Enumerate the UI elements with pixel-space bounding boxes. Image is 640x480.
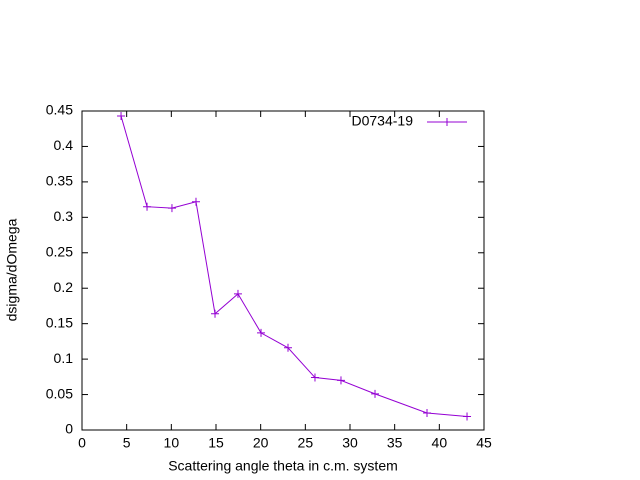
x-axis-label: Scattering angle theta in c.m. system (168, 458, 398, 474)
y-tick-label: 0.15 (46, 314, 73, 330)
point (117, 111, 126, 120)
legend-label: D0734-19 (352, 113, 414, 129)
x-tick-label: 30 (342, 435, 358, 451)
x-tick-label: 15 (208, 435, 224, 451)
point (336, 376, 345, 385)
series-line (120, 115, 468, 418)
point (463, 412, 472, 421)
x-tick-label: 0 (78, 435, 86, 451)
x-tick-label: 10 (164, 435, 180, 451)
point (257, 328, 266, 337)
point (310, 373, 319, 382)
x-tick-label: 20 (253, 435, 269, 451)
y-tick-label: 0.4 (54, 137, 74, 153)
x-tick-label: 40 (432, 435, 448, 451)
point (191, 197, 200, 206)
point (143, 202, 152, 211)
y-tick-label: 0.35 (46, 173, 73, 189)
point (167, 204, 176, 213)
y-tick-label: 0.25 (46, 243, 73, 259)
legend-marker (443, 118, 451, 126)
plot-border (81, 110, 485, 431)
y-tick-label: 0.3 (54, 208, 74, 224)
x-tick-label: 25 (298, 435, 314, 451)
x-tick-label: 5 (123, 435, 131, 451)
y-tick-label: 0.45 (46, 102, 73, 118)
point (371, 389, 380, 398)
y-tick-label: 0.1 (54, 350, 74, 366)
point (211, 309, 220, 318)
y-axis-label: dsigma/dOmega (4, 218, 20, 321)
point (284, 343, 293, 352)
point (233, 289, 242, 298)
y-tick-label: 0.2 (54, 279, 74, 295)
y-tick-label: 0 (65, 421, 73, 437)
y-tick-label: 0.05 (46, 385, 73, 401)
x-tick-label: 35 (387, 435, 403, 451)
point (423, 408, 432, 417)
x-tick-label: 45 (476, 435, 492, 451)
